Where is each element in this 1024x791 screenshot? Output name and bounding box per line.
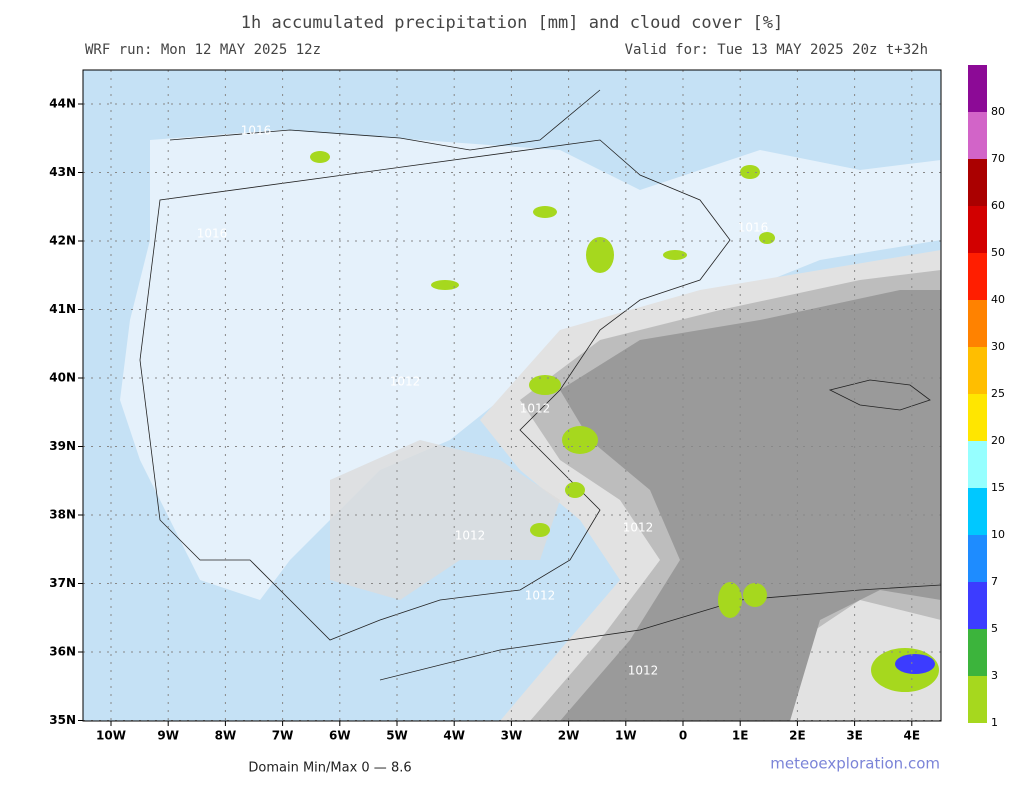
colorbar-label: 20 [991,434,1005,447]
colorbar-segment [968,300,987,347]
lon-label: 1W [615,729,637,743]
lon-label: 6W [329,729,351,743]
lat-label: 40N [49,371,76,385]
lat-label: 44N [49,97,76,111]
lon-label: 1E [732,729,749,743]
colorbar-label: 5 [991,622,998,635]
map-body: 1016 1016 1012 1012 1012 1012 1012 1012 1016 [83,70,941,721]
colorbar-top [968,65,987,112]
isobar-label: 1016 [241,124,272,138]
colorbar-label: 15 [991,481,1005,494]
lon-label: 3W [501,729,523,743]
isobar-label: 1012 [390,375,421,389]
lat-label: 37N [49,576,76,590]
colorbar-segment [968,159,987,206]
lon-label: 5W [386,729,408,743]
lon-label: 7W [272,729,294,743]
axes: 44N 43N 42N 41N 40N 39N 38N 37N 36N 35N 10W 9W 8W 7W 6… [49,97,920,743]
colorbar-segment [968,394,987,441]
lon-label: 0 [679,729,687,743]
colorbar-segment [968,206,987,253]
run-info: WRF run: Mon 12 MAY 2025 12z [85,42,321,58]
colorbar-segment [968,582,987,629]
lon-label: 10W [96,729,126,743]
lon-label: 4E [904,729,921,743]
site-link: meteoexploration.com [770,755,940,773]
lat-label: 42N [49,234,76,248]
precip-heavy [895,654,935,674]
colorbar-label: 3 [991,669,998,682]
lat-label: 35N [49,713,76,727]
africa-coast [379,584,941,681]
lon-label: 2E [789,729,806,743]
isobar-label: 1012 [525,589,556,603]
isobar-label: 1016 [197,227,228,241]
lat-label: 43N [49,165,76,179]
colorbar-label: 40 [991,293,1005,306]
minmax: Domain Min/Max 0 — 8.6 [248,761,411,776]
isobar-label: 1012 [628,664,659,678]
title: 1h accumulated precipitation [mm] and cl… [241,13,783,33]
isobar-label: 1012 [455,529,486,543]
colorbar-segment [968,629,987,676]
colorbar-label: 1 [991,716,998,729]
isobar-labels: 1016 1016 1012 1012 1012 1012 1012 1012 1016 [197,124,769,678]
coastline [139,89,731,641]
colorbar-label: 30 [991,340,1005,353]
isobar-label: 1012 [623,521,654,535]
colorbar-segment [968,676,987,723]
lon-label: 2W [558,729,580,743]
colorbar-label: 25 [991,387,1005,400]
colorbar-label: 10 [991,528,1005,541]
colorbar-label: 80 [991,105,1005,118]
valid-info: Valid for: Tue 13 MAY 2025 20z t+32h [625,42,928,58]
colorbar-segment [968,488,987,535]
colorbar-label: 60 [991,199,1005,212]
lon-label: 3E [846,729,863,743]
colorbar-label: 7 [991,575,998,588]
map-frame [82,69,942,722]
isobar-label: 1012 [520,402,551,416]
lat-label: 41N [49,302,76,316]
lat-label: 38N [49,508,76,522]
colorbar-segment [968,112,987,159]
isobar-label: 1016 [738,221,769,235]
lat-label: 36N [49,645,76,659]
lon-label: 9W [157,729,179,743]
colorbar-label: 70 [991,152,1005,165]
colorbar-segment [968,347,987,394]
colorbar-segment [968,253,987,300]
lon-label: 8W [215,729,237,743]
balearic [828,379,931,411]
precip-patches [310,151,939,692]
colorbar-segment [968,441,987,488]
lon-label: 4W [443,729,465,743]
colorbar-label: 50 [991,246,1005,259]
lat-label: 39N [49,439,76,453]
cloud-south [330,440,560,600]
colorbar: 1 3 5 7 10 15 20 25 30 40 50 60 70 80 [968,65,1005,729]
colorbar-segment [968,535,987,582]
